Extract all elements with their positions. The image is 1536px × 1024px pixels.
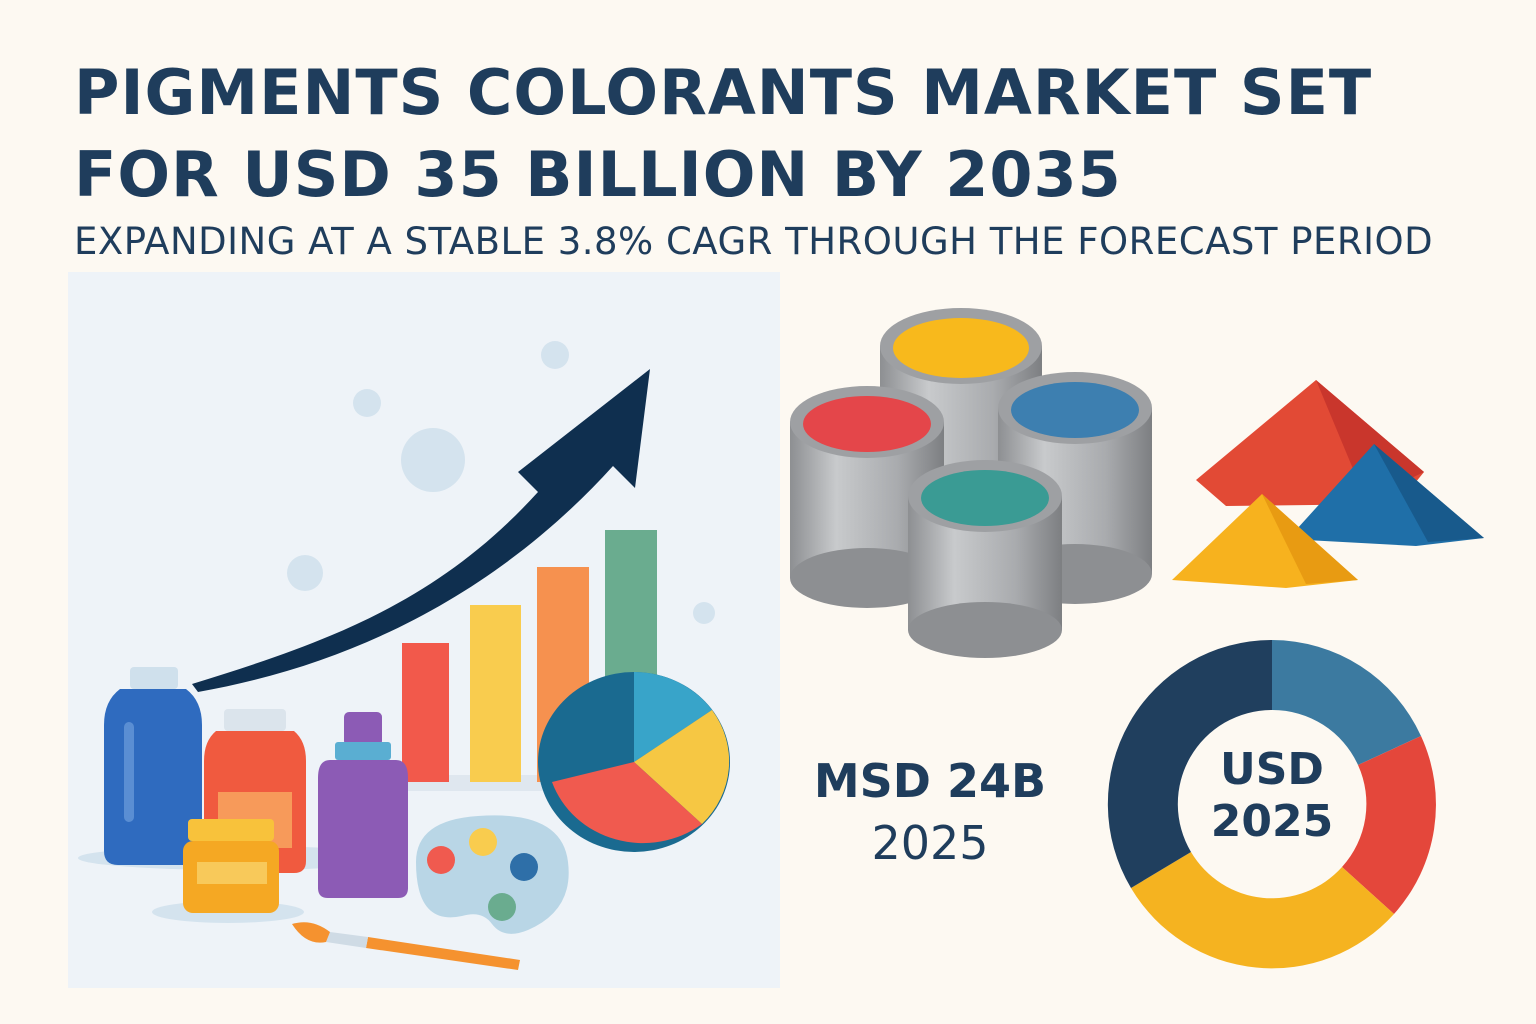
stat-year: 2025 xyxy=(871,816,989,870)
page-title: PIGMENTS COLORANTS MARKET SET FOR USD 35… xyxy=(74,52,1494,216)
market-stat: MSD 24B 2025 xyxy=(790,750,1070,874)
donut-segment-navy xyxy=(1107,639,1272,888)
donut-ring xyxy=(1107,639,1436,969)
pie-chart-icon xyxy=(538,672,730,852)
donut-label: USD 2025 xyxy=(1104,744,1440,848)
title-line-2: FOR USD 35 BILLION BY 2035 xyxy=(74,138,1122,211)
donut-chart: USD 2025 xyxy=(1104,636,1440,972)
stat-value: MSD 24B xyxy=(813,754,1047,808)
donut-segment-blue xyxy=(1272,640,1421,765)
paintbrush-icon xyxy=(292,922,520,970)
title-line-1: PIGMENTS COLORANTS MARKET SET xyxy=(74,56,1373,129)
pigment-powder-icon xyxy=(1172,380,1484,588)
growth-illustration xyxy=(78,341,730,970)
can-red xyxy=(790,386,944,608)
subtitle: EXPANDING AT A STABLE 3.8% CAGR THROUGH … xyxy=(74,220,1434,263)
donut-label-line-2: 2025 xyxy=(1210,796,1334,847)
donut-label-line-1: USD xyxy=(1220,744,1324,795)
donut-segment-yellow xyxy=(1131,852,1394,969)
palette-icon xyxy=(416,815,569,934)
paint-bottles-icon xyxy=(104,667,408,913)
illustration-panel xyxy=(68,272,780,988)
decorative-bubbles xyxy=(287,341,715,624)
paint-cans-icon xyxy=(790,308,1152,658)
donut-segment-red xyxy=(1342,736,1436,914)
can-teal xyxy=(908,460,1062,658)
